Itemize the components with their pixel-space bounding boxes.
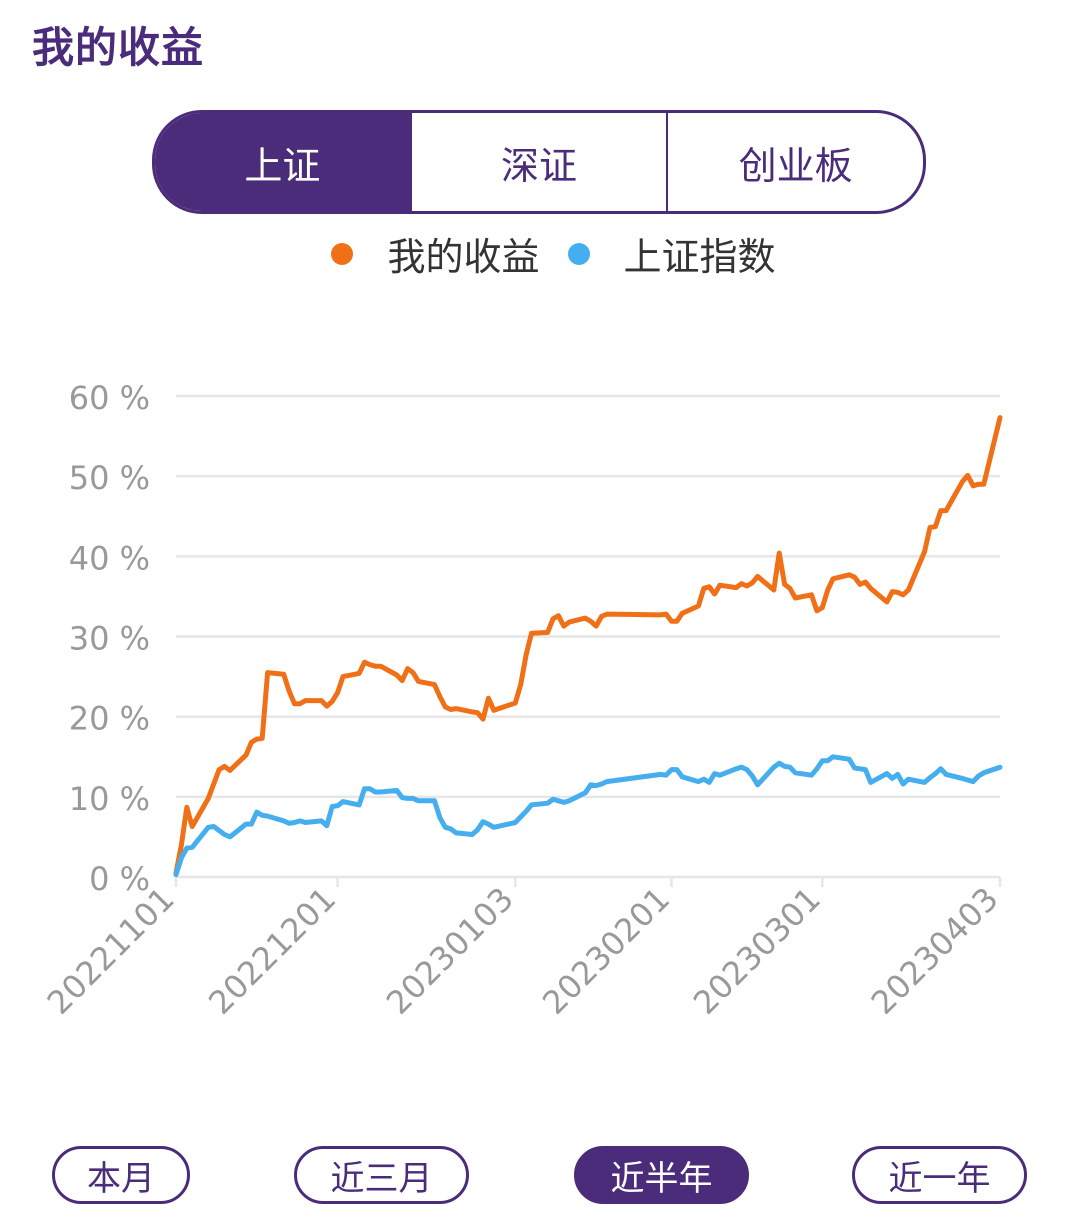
x-tick-label: 20221201	[201, 880, 343, 1022]
range-button-this-month[interactable]: 本月	[52, 1146, 190, 1204]
legend-label-index: 上证指数	[623, 235, 776, 279]
y-tick-label: 10 %	[69, 780, 150, 818]
legend-item-my-return: 我的收益	[303, 226, 540, 281]
y-tick-label: 50 %	[69, 459, 150, 497]
legend-dot-my-return	[331, 242, 354, 265]
y-tick-label: 60 %	[69, 379, 150, 417]
legend-item-index: 上证指数	[540, 226, 776, 281]
x-tick-label: 20230201	[535, 880, 677, 1022]
tab-chinext[interactable]: 创业板	[738, 143, 853, 188]
range-button-3-months[interactable]: 近三月	[294, 1146, 469, 1204]
legend-dot-index	[567, 242, 590, 265]
time-range-selector: 本月 近三月 近半年 近一年	[0, 1146, 1079, 1208]
legend-label-my-return: 我的收益	[387, 235, 540, 279]
x-tick-label: 20230403	[864, 880, 1006, 1022]
tab-shenzhen[interactable]: 深证	[412, 113, 669, 211]
range-button-1-year[interactable]: 近一年	[852, 1146, 1027, 1204]
x-tick-label: 20230301	[686, 880, 828, 1022]
series-line-index	[173, 754, 1003, 878]
x-tick-label: 20221101	[40, 880, 182, 1022]
page-title: 我的收益	[32, 23, 205, 72]
tab-shanghai[interactable]: 上证	[155, 113, 412, 211]
y-tick-label: 20 %	[69, 700, 150, 738]
series-line-my-return	[173, 415, 1003, 876]
return-line-chart: 0 % 10 % 20 % 30 % 40 % 50 % 60 % 20221101 20221…	[40, 379, 1006, 1022]
y-tick-label: 40 %	[69, 539, 150, 577]
chart-legend: 我的收益 上证指数	[0, 226, 1079, 281]
y-tick-label: 30 %	[69, 620, 150, 658]
x-tick-label: 20230103	[379, 880, 521, 1022]
y-tick-label: 0 %	[89, 860, 150, 898]
range-button-6-months[interactable]: 近半年	[574, 1146, 749, 1204]
market-tabs: 上证 深证 创业板	[152, 110, 926, 214]
